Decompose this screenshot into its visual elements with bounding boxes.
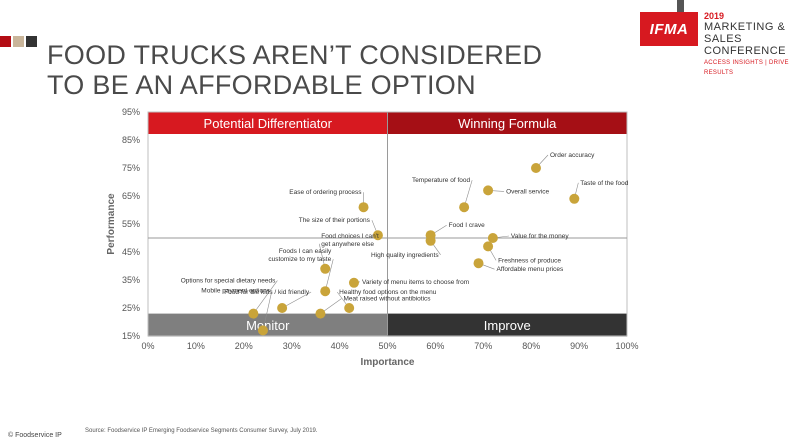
y-tick-label: 35%	[122, 275, 140, 285]
y-tick-label: 65%	[122, 191, 140, 201]
quadrant-label: Potential Differentiator	[204, 116, 333, 131]
data-point	[459, 202, 470, 213]
point-label: get anywhere else	[321, 241, 374, 248]
point-label: Options for special dietary needs	[181, 278, 276, 285]
data-point	[530, 163, 541, 173]
data-point	[372, 230, 383, 241]
conference-line-2: CONFERENCE	[704, 45, 787, 57]
quadrant-banner	[387, 112, 627, 134]
x-axis-label: Importance	[361, 357, 415, 368]
source-note: Source: Foodservice IP Emerging Foodserv…	[85, 428, 318, 434]
point-label: Affordable menu prices	[497, 266, 564, 273]
data-point	[425, 235, 436, 246]
copyright: © Foodservice IP	[8, 432, 62, 439]
point-label: Overall service	[506, 188, 549, 195]
quadrant-label: Improve	[484, 318, 531, 333]
data-point	[248, 308, 259, 319]
x-tick-label: 50%	[378, 341, 396, 351]
point-label: High quality ingredients	[371, 252, 439, 259]
conference-year: 2019	[704, 11, 725, 21]
x-tick-label: 30%	[283, 341, 301, 351]
brand-square-2	[13, 36, 24, 47]
conference-tagline: ACCESS INSIGHTS | DRIVE RESULTS	[704, 60, 789, 76]
y-tick-label: 25%	[122, 303, 140, 313]
point-label: The size of their portions	[299, 217, 371, 224]
title-line-1: FOOD TRUCKS AREN’T CONSIDERED	[47, 40, 543, 70]
quadrant-label: Monitor	[246, 318, 290, 333]
x-tick-label: 40%	[331, 341, 349, 351]
point-label: Healthy food options on the menu	[339, 289, 437, 296]
data-point	[487, 233, 498, 243]
y-tick-label: 75%	[122, 163, 140, 173]
point-label: Temperature of food	[412, 177, 471, 184]
data-point	[348, 277, 359, 288]
title-line-2: TO BE AN AFFORDABLE OPTION	[47, 70, 476, 100]
data-point	[483, 241, 494, 252]
quadrant-banner	[387, 313, 627, 337]
data-point	[257, 325, 268, 336]
x-tick-label: 80%	[522, 341, 540, 351]
logo-text: IFMA	[649, 20, 689, 38]
x-tick-label: 10%	[187, 341, 205, 351]
leader-line	[324, 259, 334, 292]
x-tick-label: 70%	[474, 341, 492, 351]
data-point	[277, 303, 288, 313]
data-point	[473, 258, 484, 269]
leader-line	[281, 291, 312, 309]
logo-accent-bar	[677, 0, 684, 12]
point-label: Order accuracy	[550, 152, 595, 159]
point-label: Food for the kids / kid friendly	[224, 289, 310, 296]
leader-line	[262, 290, 273, 331]
leader-line	[253, 280, 278, 314]
data-point	[320, 286, 331, 297]
conference-line-1: MARKETING & SALES	[704, 21, 786, 45]
x-tick-label: 100%	[615, 341, 638, 351]
point-label: Food choices I can't	[321, 233, 379, 240]
x-tick-label: 90%	[570, 341, 588, 351]
point-label: customize to my taste	[268, 256, 331, 263]
data-point	[344, 303, 355, 313]
data-point	[569, 193, 580, 204]
quadrant-banner	[148, 112, 388, 134]
conference-branding: 2019 MARKETING & SALES CONFERENCE ACCESS…	[704, 11, 789, 78]
y-tick-label: 45%	[122, 247, 140, 257]
point-label: Mobile payment options	[201, 287, 270, 294]
point-label: Freshness of produce	[498, 257, 561, 264]
point-label: Meat raised without antibiotics	[343, 296, 431, 303]
y-tick-label: 95%	[122, 107, 140, 117]
x-tick-label: 20%	[235, 341, 253, 351]
point-label: Food I crave	[449, 222, 486, 229]
point-label: Foods I can easily	[279, 248, 332, 255]
ifma-logo: IFMA	[640, 12, 698, 46]
point-label: Variety of menu items to choose from	[362, 279, 469, 286]
data-point	[315, 308, 326, 319]
quadrant-banner	[148, 313, 388, 337]
quadrant-label: Winning Formula	[458, 116, 557, 131]
data-point	[483, 185, 494, 196]
x-tick-label: 60%	[426, 341, 444, 351]
point-label: Ease of ordering process	[289, 189, 362, 196]
point-label: Taste of the food	[580, 180, 628, 187]
y-tick-label: 85%	[122, 135, 140, 145]
y-tick-label: 15%	[122, 331, 140, 341]
y-axis-label: Performance	[106, 193, 117, 255]
brand-square-1	[0, 36, 11, 47]
data-point	[358, 202, 369, 213]
page-title: FOOD TRUCKS AREN’T CONSIDERED TO BE AN A…	[47, 40, 542, 100]
y-tick-label: 55%	[122, 219, 140, 229]
point-label: Value for the money	[511, 233, 569, 240]
brand-square-3	[26, 36, 37, 47]
data-point	[320, 263, 331, 274]
x-tick-label: 0%	[141, 341, 154, 351]
